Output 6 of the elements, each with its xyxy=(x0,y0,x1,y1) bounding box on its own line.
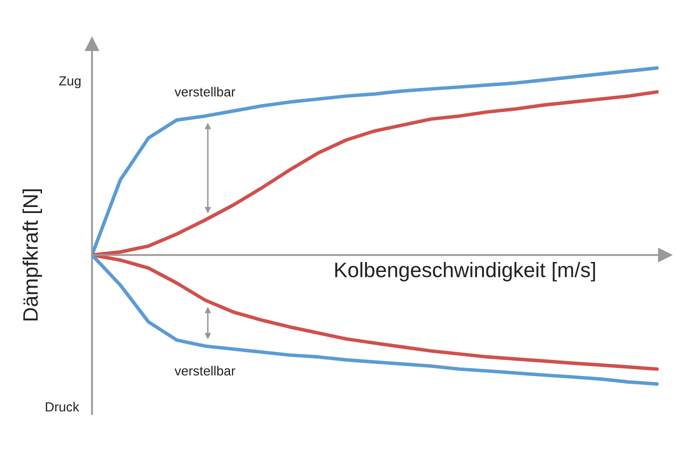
y-axis-title: Dämpfkraft [N] xyxy=(22,189,42,320)
x-axis-title: Kolbengeschwindigkeit [m/s] xyxy=(335,262,595,282)
annotation: verstellbar xyxy=(174,366,236,376)
text: Druck xyxy=(46,402,80,412)
text: Zug xyxy=(59,76,81,88)
annotation: verstellbar xyxy=(174,86,236,97)
